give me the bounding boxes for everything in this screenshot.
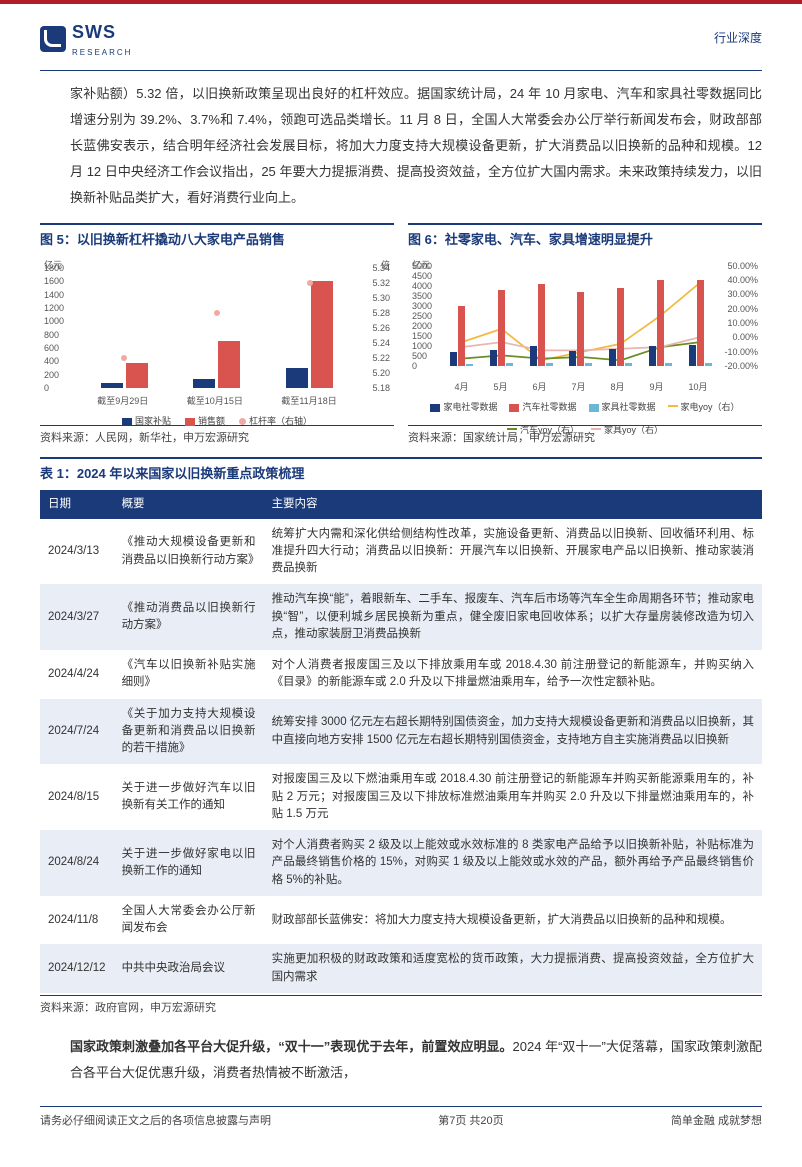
table-row: 2024/8/15关于进一步做好汽车以旧换新有关工作的通知对报废国三及以下燃油乘…: [40, 764, 762, 830]
table-header-cell: 主要内容: [264, 490, 762, 518]
logo-text: SWS: [72, 18, 132, 47]
logo-icon: [40, 26, 66, 52]
table-cell: 2024/8/15: [40, 764, 114, 830]
table-row: 2024/4/24《汽车以旧换新补贴实施细则》对个人消费者报废国三及以下排放乘用…: [40, 650, 762, 699]
table-row: 2024/11/8全国人大常委会办公厅新闻发布会财政部部长蓝佛安：将加大力度支持…: [40, 896, 762, 945]
chart5-source: 资料来源：人民网，新华社，申万宏源研究: [40, 426, 394, 452]
chart5-area: 亿元 倍 0200400600800100012001400160018005.…: [40, 256, 394, 426]
chart5-block: 图 5：以旧换新杠杆撬动八大家电产品销售 亿元 倍 02004006008001…: [40, 223, 394, 451]
chart5-legend-bar1: 国家补贴: [122, 414, 171, 428]
intro-paragraph: 家补贴额）5.32 倍，以旧换新政策呈现出良好的杠杆效应。据国家统计局，24 年…: [40, 81, 762, 211]
chart5-legend-line: 杠杆率（右轴）: [239, 414, 312, 428]
table-cell: 2024/4/24: [40, 650, 114, 699]
chart6-title: 图 6：社零家电、汽车、家具增速明显提升: [408, 223, 762, 256]
chart6-legend-b1: 家电社零数据: [430, 400, 497, 414]
header-divider: [40, 70, 762, 72]
table-cell: 财政部部长蓝佛安：将加大力度支持大规模设备更新，扩大消费品以旧换新的品种和规模。: [264, 896, 762, 945]
table-cell: 2024/12/12: [40, 944, 114, 993]
chart6-block: 图 6：社零家电、汽车、家具增速明显提升 亿元 0500100015002000…: [408, 223, 762, 451]
chart6-legend-l1: 家电yoy（右）: [668, 400, 740, 414]
top-accent-bar: [0, 0, 802, 4]
chart5-legend: 国家补贴 销售额 杠杆率（右轴）: [44, 414, 390, 428]
table-cell: 《关于加力支持大规模设备更新和消费品以旧换新的若干措施》: [114, 699, 264, 765]
logo: SWS RESEARCH: [40, 18, 132, 60]
table-row: 2024/8/24关于进一步做好家电以旧换新工作的通知对个人消费者购买 2 级及…: [40, 830, 762, 896]
table-cell: 2024/3/27: [40, 584, 114, 650]
table-cell: 2024/8/24: [40, 830, 114, 896]
table-cell: 《汽车以旧换新补贴实施细则》: [114, 650, 264, 699]
table-cell: 全国人大常委会办公厅新闻发布会: [114, 896, 264, 945]
chart6-legend-l2: 汽车yoy（右）: [507, 423, 579, 437]
table-cell: 对报废国三及以下燃油乘用车或 2018.4.30 前注册登记的新能源车并购买新能…: [264, 764, 762, 830]
chart5-legend-bar2: 销售额: [185, 414, 225, 428]
policy-table: 日期概要主要内容 2024/3/13《推动大规模设备更新和消费品以旧换新行动方案…: [40, 490, 762, 993]
table-cell: 2024/11/8: [40, 896, 114, 945]
table-row: 2024/12/12中共中央政治局会议实施更加积极的财政政策和适度宽松的货币政策…: [40, 944, 762, 993]
table-cell: 2024/7/24: [40, 699, 114, 765]
closing-paragraph: 国家政策刺激叠加各平台大促升级，“双十一”表现优于去年，前置效应明显。2024 …: [40, 1034, 762, 1086]
table-cell: 统筹安排 3000 亿元左右超长期特别国债资金，加力支持大规模设备更新和消费品以…: [264, 699, 762, 765]
table-header-cell: 日期: [40, 490, 114, 518]
chart5-title: 图 5：以旧换新杠杆撬动八大家电产品销售: [40, 223, 394, 256]
chart6-legend: 家电社零数据 汽车社零数据 家具社零数据 家电yoy（右） 汽车yoy（右） 家…: [412, 400, 758, 437]
table-header-cell: 概要: [114, 490, 264, 518]
footer-disclaimer: 请务必仔细阅读正文之后的各项信息披露与声明: [40, 1113, 271, 1131]
chart6-legend-l3: 家具yoy（右）: [591, 423, 663, 437]
table-cell: 对个人消费者报废国三及以下排放乘用车或 2018.4.30 前注册登记的新能源车…: [264, 650, 762, 699]
chart6-legend-b3: 家具社零数据: [589, 400, 656, 414]
table-cell: 《推动消费品以旧换新行动方案》: [114, 584, 264, 650]
charts-row: 图 5：以旧换新杠杆撬动八大家电产品销售 亿元 倍 02004006008001…: [40, 223, 762, 451]
logo-subtext: RESEARCH: [72, 47, 132, 60]
table-cell: 统筹扩大内需和深化供给侧结构性改革，实施设备更新、消费品以旧换新、回收循环利用、…: [264, 519, 762, 585]
table-cell: 2024/3/13: [40, 519, 114, 585]
footer-slogan: 简单金融 成就梦想: [671, 1113, 762, 1131]
header-row: SWS RESEARCH 行业深度: [40, 12, 762, 66]
table-row: 2024/3/27《推动消费品以旧换新行动方案》推动汽车换“能”，着眼新车、二手…: [40, 584, 762, 650]
table1-source: 资料来源：政府官网，申万宏源研究: [40, 995, 762, 1028]
table-cell: 实施更加积极的财政政策和适度宽松的货币政策，大力提振消费、提高投资效益，全方位扩…: [264, 944, 762, 993]
table-cell: 对个人消费者购买 2 级及以上能效或水效标准的 8 类家电产品给予以旧换新补贴，…: [264, 830, 762, 896]
footer-page: 第7页 共20页: [438, 1113, 503, 1131]
table-cell: 推动汽车换“能”，着眼新车、二手车、报废车、汽车后市场等汽车全生命周期各环节；推…: [264, 584, 762, 650]
footer-row: 请务必仔细阅读正文之后的各项信息披露与声明 第7页 共20页 简单金融 成就梦想: [40, 1107, 762, 1137]
table-cell: 中共中央政治局会议: [114, 944, 264, 993]
chart6-area: 亿元 0500100015002000250030003500400045005…: [408, 256, 762, 426]
table-row: 2024/7/24《关于加力支持大规模设备更新和消费品以旧换新的若干措施》统筹安…: [40, 699, 762, 765]
chart6-legend-b2: 汽车社零数据: [509, 400, 576, 414]
table-row: 2024/3/13《推动大规模设备更新和消费品以旧换新行动方案》统筹扩大内需和深…: [40, 519, 762, 585]
doc-type: 行业深度: [714, 29, 762, 48]
table-cell: 关于进一步做好家电以旧换新工作的通知: [114, 830, 264, 896]
table-cell: 《推动大规模设备更新和消费品以旧换新行动方案》: [114, 519, 264, 585]
table-cell: 关于进一步做好汽车以旧换新有关工作的通知: [114, 764, 264, 830]
closing-bold: 国家政策刺激叠加各平台大促升级，“双十一”表现优于去年，前置效应明显。: [70, 1039, 513, 1054]
table1-title: 表 1：2024 年以来国家以旧换新重点政策梳理: [40, 457, 762, 490]
